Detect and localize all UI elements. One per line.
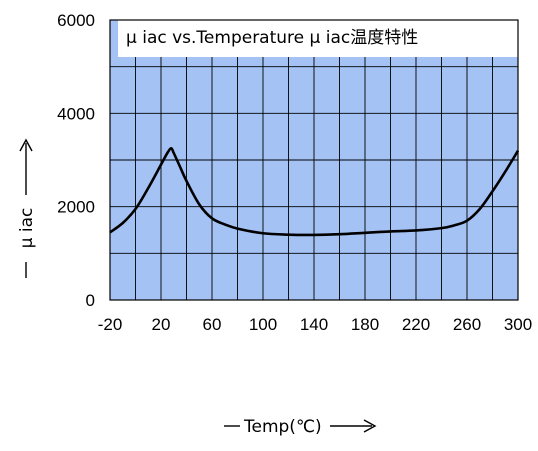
plot-frame (109, 19, 519, 301)
chart-title: μ iac vs.Temperature μ iac温度特性 (126, 28, 418, 48)
y-tick-label: 0 (86, 291, 95, 310)
x-axis-arrowhead (363, 419, 377, 433)
grid-lines (110, 20, 518, 300)
x-tick-label: 300 (504, 315, 532, 334)
x-tick-label: -20 (98, 315, 123, 334)
x-tick-label: 220 (402, 315, 430, 334)
x-axis-label: Temp(℃) (243, 417, 322, 437)
x-tick-label: 260 (453, 315, 481, 334)
series-layer (109, 147, 520, 237)
y-tick-label: 2000 (57, 198, 95, 217)
y-axis-label-group: μ iac (17, 138, 37, 278)
y-tick-label: 4000 (57, 104, 95, 123)
x-tick-label: 60 (203, 315, 222, 334)
title-box (118, 15, 518, 57)
y-tick-label: 6000 (57, 11, 95, 30)
y-tick-labels: 0 2000 4000 6000 (57, 11, 95, 310)
x-axis-label-group: Temp(℃) (224, 417, 377, 437)
series-line (109, 147, 520, 237)
x-tick-label: 20 (152, 315, 171, 334)
x-tick-label: 180 (351, 315, 379, 334)
x-tick-labels: -20 20 60 100 140 180 220 260 300 (98, 315, 532, 334)
x-tick-label: 100 (249, 315, 277, 334)
y-axis-arrowhead (19, 138, 33, 152)
y-axis-label: μ iac (17, 208, 37, 249)
x-tick-label: 140 (300, 315, 328, 334)
